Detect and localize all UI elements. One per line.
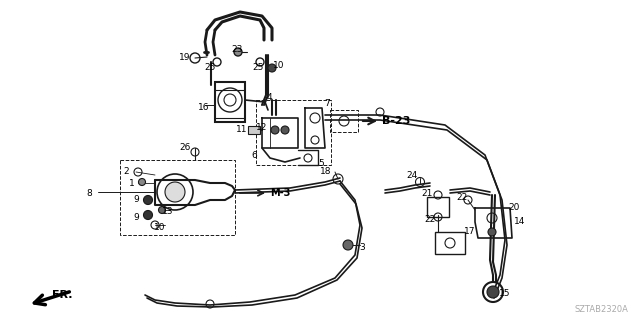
Text: 16: 16 [198,102,210,111]
Circle shape [159,206,166,213]
Text: 25: 25 [252,63,264,73]
Text: 23: 23 [231,45,243,54]
Text: B-23: B-23 [382,116,410,126]
Text: 26: 26 [179,143,191,153]
Circle shape [271,126,279,134]
Text: 18: 18 [320,166,332,175]
Text: 8: 8 [86,188,92,197]
Text: 22: 22 [456,193,468,202]
Circle shape [138,179,145,186]
Text: 14: 14 [515,218,525,227]
Circle shape [143,211,152,220]
Bar [120,160,235,235]
Circle shape [268,64,276,72]
Text: 11: 11 [236,125,248,134]
Text: 10: 10 [273,60,285,69]
Text: 2: 2 [123,167,129,177]
Bar [256,100,331,165]
Circle shape [281,126,289,134]
Text: 7: 7 [324,100,330,108]
Text: 6: 6 [251,150,257,159]
Bar [248,126,260,134]
Text: 17: 17 [464,228,476,236]
Circle shape [143,196,152,204]
Bar [435,232,465,254]
Text: 5: 5 [318,158,324,167]
Text: 13: 13 [163,207,173,217]
Text: 15: 15 [499,289,511,298]
Text: 3: 3 [359,244,365,252]
Text: 12: 12 [256,123,268,132]
Circle shape [488,228,496,236]
Text: 22: 22 [424,215,436,225]
Circle shape [343,240,353,250]
Text: 24: 24 [406,171,418,180]
Text: 10: 10 [154,223,166,233]
Text: 4: 4 [266,92,272,101]
Text: FR.: FR. [52,290,72,300]
Bar [330,110,358,132]
Text: 21: 21 [421,188,433,197]
Circle shape [234,48,242,56]
Circle shape [165,182,185,202]
Text: 20: 20 [508,204,520,212]
Text: SZTAB2320A: SZTAB2320A [574,305,628,314]
Text: 9: 9 [133,212,139,221]
Text: 19: 19 [179,52,191,61]
Text: M-3: M-3 [270,188,291,198]
Text: 9: 9 [133,196,139,204]
Circle shape [487,286,499,298]
Text: 25: 25 [204,63,216,73]
Bar [427,197,449,217]
Bar [215,82,245,122]
Text: 1: 1 [129,180,135,188]
